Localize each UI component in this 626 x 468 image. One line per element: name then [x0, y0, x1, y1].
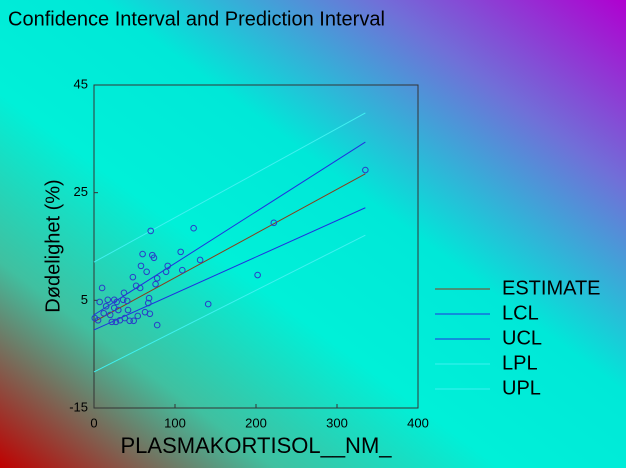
chart-title: Confidence Interval and Prediction Inter…	[8, 8, 385, 30]
data-point	[120, 289, 128, 297]
data-point	[162, 268, 170, 276]
data-point	[196, 256, 204, 264]
data-point	[102, 302, 110, 310]
x-tick-label: 400	[407, 415, 429, 430]
data-point	[115, 306, 122, 314]
legend-label: UPL	[502, 377, 541, 399]
data-point	[91, 314, 99, 322]
legend-label: LPL	[502, 352, 538, 374]
data-point	[139, 250, 146, 258]
plot-frame	[93, 84, 419, 409]
data-point	[110, 296, 118, 304]
data-point	[129, 273, 137, 281]
data-point	[164, 262, 172, 270]
x-axis-label: PLASMAKORTISOL__NM_	[120, 433, 392, 458]
data-point	[124, 306, 132, 314]
data-point	[150, 254, 158, 262]
x-tick-label: 300	[326, 415, 348, 430]
data-point	[153, 274, 161, 282]
data-point	[134, 312, 142, 320]
y-tick-label: 45	[74, 76, 88, 91]
data-point	[106, 311, 114, 319]
fit-line	[93, 207, 366, 331]
data-point	[270, 219, 278, 227]
data-point	[146, 310, 154, 318]
data-point	[147, 227, 154, 235]
data-point	[143, 268, 150, 276]
data-point	[190, 224, 197, 232]
data-point	[96, 298, 103, 306]
y-tick-label: 5	[81, 292, 88, 307]
fit-line	[93, 112, 366, 263]
data-point	[145, 294, 153, 302]
data-point	[204, 300, 212, 308]
data-point	[123, 297, 131, 305]
data-point	[119, 296, 127, 304]
data-point	[94, 316, 102, 324]
fit-line	[93, 234, 366, 373]
data-point	[121, 314, 129, 322]
data-point	[362, 166, 369, 174]
data-point	[177, 248, 184, 256]
legend-label: ESTIMATE	[502, 277, 601, 299]
data-point	[104, 296, 112, 304]
data-point	[178, 266, 186, 274]
data-point	[112, 318, 120, 326]
legend-label: UCL	[502, 327, 542, 349]
data-point	[254, 271, 261, 279]
data-point	[126, 317, 133, 325]
y-tick-label: -15	[69, 399, 88, 414]
y-axis-label: Dødelighet (%)	[42, 179, 64, 312]
x-tick-label: 100	[164, 415, 186, 430]
fit-line	[93, 141, 366, 316]
fit-line	[93, 173, 366, 323]
data-point	[153, 321, 161, 329]
data-point	[98, 284, 106, 292]
data-point	[132, 282, 140, 290]
data-point	[144, 299, 152, 307]
data-point	[130, 317, 137, 325]
x-tick-label: 200	[245, 415, 267, 430]
data-point	[108, 318, 116, 326]
data-point	[100, 309, 108, 317]
y-tick-label: 25	[74, 184, 88, 199]
data-point	[152, 280, 159, 288]
x-tick-label: 0	[90, 415, 97, 430]
data-point	[137, 262, 145, 270]
legend-label: LCL	[502, 302, 539, 324]
